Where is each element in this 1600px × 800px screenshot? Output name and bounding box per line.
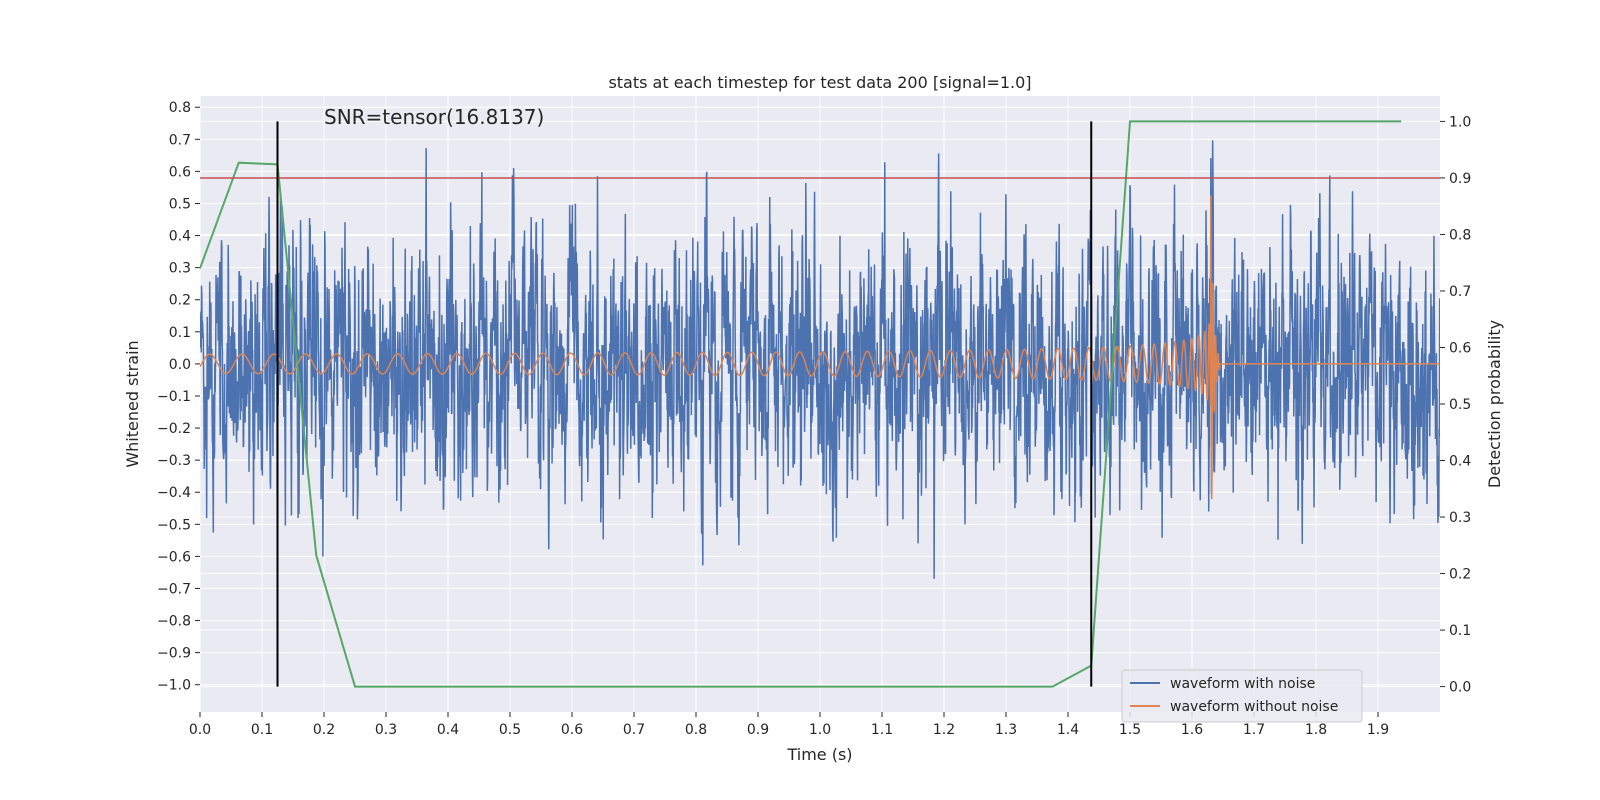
snr-annotation: SNR=tensor(16.8137) (324, 105, 544, 129)
x-tick-label: 0.5 (499, 722, 521, 738)
y-tick-label: −0.3 (157, 453, 191, 469)
y-tick-label: −0.7 (157, 581, 191, 597)
y-axis-label: Whitened strain (123, 340, 142, 467)
x-tick-label: 1.8 (1305, 722, 1327, 738)
y2-tick-label: 0.7 (1449, 284, 1471, 300)
series-probability-line (200, 120, 1402, 688)
y-tick-label: −0.5 (157, 517, 191, 533)
x-tick-label: 1.0 (809, 722, 831, 738)
ticks: 0.0 0.1 0.2 0.3 0.4 0.5 0.6 0.7 0.8 0.9 1.0 1.1 1.2 1… (157, 100, 1471, 738)
y-tick-label: 0.6 (169, 164, 191, 180)
y2-tick-label: 1.0 (1449, 114, 1471, 130)
y-tick-label: −0.9 (157, 646, 191, 662)
x-tick-label: 0.1 (251, 722, 273, 738)
y-tick-label: 0.4 (169, 229, 191, 245)
y-tick-label: −0.8 (157, 614, 191, 630)
x-tick-label: 1.9 (1367, 722, 1389, 738)
y-tick-label: −0.1 (157, 389, 191, 405)
y2-tick-label: 0.4 (1449, 454, 1471, 470)
x-tick-label: 1.4 (1057, 722, 1079, 738)
x-tick-label: 0.2 (313, 722, 335, 738)
y2-tick-label: 0.9 (1449, 171, 1471, 187)
x-tick-label: 1.3 (995, 722, 1017, 738)
y-tick-label: −0.6 (157, 549, 191, 565)
x-tick-label: 1.7 (1243, 722, 1265, 738)
x-tick-label: 0.3 (375, 722, 397, 738)
x-tick-label: 0.4 (437, 722, 459, 738)
x-tick-label: 0.7 (623, 722, 645, 738)
series-noise-line (200, 140, 1440, 579)
x-tick-label: 0.0 (189, 722, 211, 738)
y-tick-label: 0.1 (169, 325, 191, 341)
series-layer (200, 120, 1440, 688)
y-tick-label: 0.5 (169, 196, 191, 212)
x-tick-label: 0.6 (561, 722, 583, 738)
legend-label-clean: waveform without noise (1170, 699, 1338, 715)
y-tick-label: −0.4 (157, 485, 191, 501)
x-tick-label: 1.6 (1181, 722, 1203, 738)
x-tick-label: 0.8 (685, 722, 707, 738)
x-axis-label: Time (s) (786, 745, 852, 764)
series-clean-line (200, 195, 1440, 500)
y2-tick-label: 0.6 (1449, 340, 1471, 356)
legend-box (1121, 669, 1363, 723)
y-tick-label: 0.7 (169, 132, 191, 148)
chart-title: stats at each timestep for test data 200… (608, 73, 1031, 92)
y-tick-label: −0.2 (157, 421, 191, 437)
y-tick-label: 0.3 (169, 261, 191, 277)
x-tick-label: 0.9 (747, 722, 769, 738)
legend-label-noise: waveform with noise (1170, 676, 1315, 692)
y2-tick-label: 0.0 (1449, 680, 1471, 696)
y-tick-label: 0.0 (169, 357, 191, 373)
legend: waveform with noise waveform without noi… (1121, 669, 1363, 723)
y-tick-label: 0.2 (169, 293, 191, 309)
x-tick-label: 1.1 (871, 722, 893, 738)
y2-axis-label: Detection probability (1485, 320, 1504, 488)
y2-tick-label: 0.2 (1449, 567, 1471, 583)
x-tick-label: 1.5 (1119, 722, 1141, 738)
y2-tick-label: 0.1 (1449, 623, 1471, 639)
y-tick-label: −1.0 (157, 678, 191, 694)
y2-tick-label: 0.8 (1449, 227, 1471, 243)
y2-tick-label: 0.3 (1449, 510, 1471, 526)
x-tick-label: 1.2 (933, 722, 955, 738)
y2-tick-label: 0.5 (1449, 397, 1471, 413)
y-tick-label: 0.8 (169, 100, 191, 116)
